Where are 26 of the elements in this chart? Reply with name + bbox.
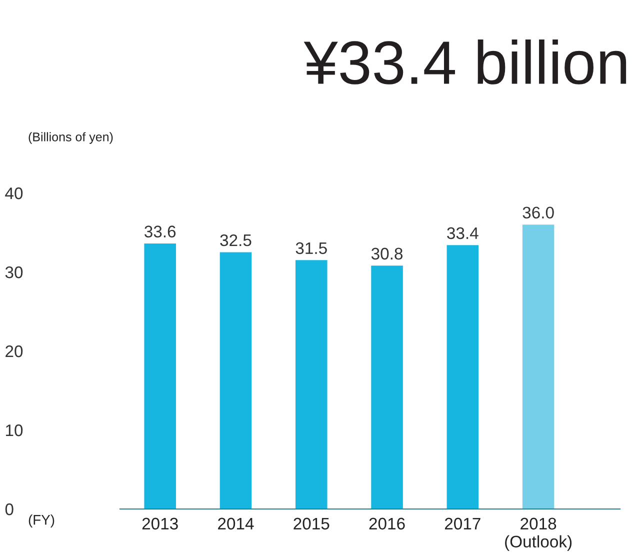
- chart-title: ¥33.4 billion: [304, 40, 626, 84]
- bar: [295, 260, 328, 509]
- data-label: 36.0: [522, 206, 554, 219]
- y-tick-label: 40: [5, 187, 23, 200]
- bar: [522, 224, 554, 509]
- data-label: 33.6: [144, 226, 176, 238]
- y-tick-label: 0: [5, 503, 14, 516]
- bar: [220, 252, 252, 509]
- x-tick-label: 2018 (Outlook): [505, 518, 572, 551]
- y-tick-label: 10: [6, 424, 23, 436]
- text: (FY): [28, 514, 54, 528]
- data-label: 31.5: [296, 242, 327, 254]
- x-tick-label: 2017: [444, 518, 480, 530]
- data-label: 30.8: [371, 248, 403, 260]
- x-tick-label: 2014: [218, 518, 254, 530]
- data-label: 33.4: [447, 227, 478, 240]
- bar: [371, 266, 403, 509]
- x-tick-label: 2015: [294, 518, 330, 530]
- x-tick-label: 2016: [369, 518, 405, 530]
- y-tick-label: 20: [6, 345, 23, 358]
- bar: [446, 245, 479, 509]
- y-tick-label: 30: [5, 266, 23, 278]
- bar: [144, 244, 176, 509]
- data-label: 32.5: [220, 234, 252, 246]
- y-axis-title: (Billions of yen): [28, 132, 113, 144]
- x-tick-label: 2013: [142, 518, 178, 530]
